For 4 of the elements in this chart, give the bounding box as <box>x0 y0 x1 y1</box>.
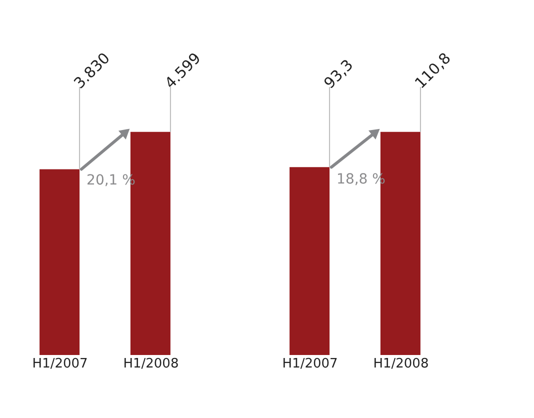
x-tick-label: H1/2007 <box>282 356 338 372</box>
x-tick-label: H1/2007 <box>32 356 88 372</box>
x-tick-label: H1/2008 <box>373 356 429 372</box>
x-tick-label: H1/2008 <box>123 356 179 372</box>
